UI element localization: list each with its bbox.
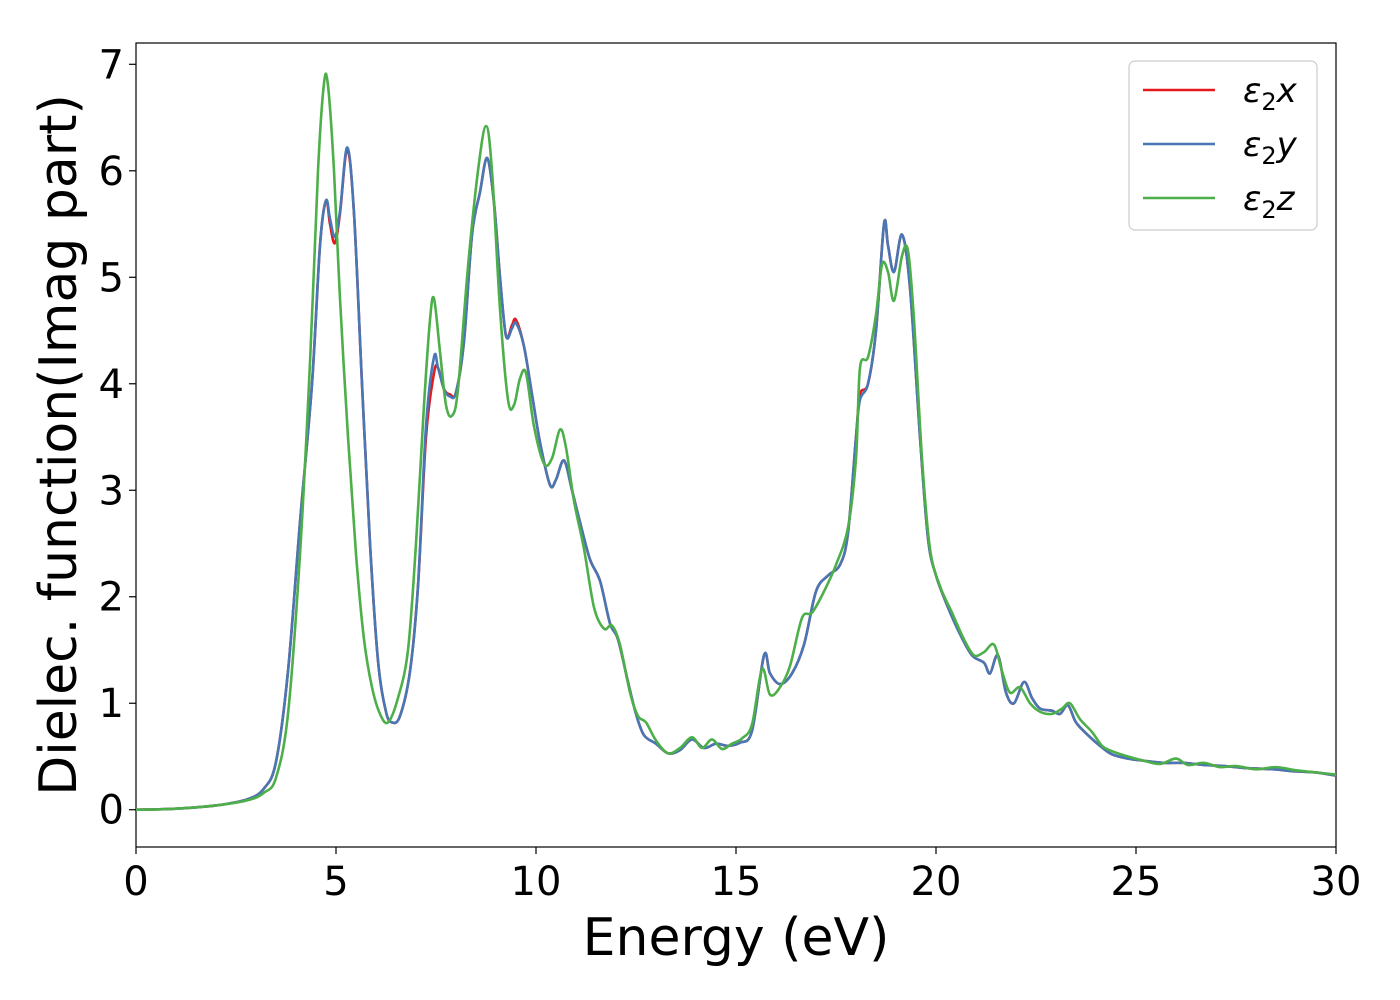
y-tick-label: 6 <box>99 149 124 195</box>
x-tick-label: 30 <box>1311 859 1362 905</box>
y-tick-label: 3 <box>99 468 124 514</box>
legend-label-x: ε2x <box>1243 71 1298 116</box>
x-tick-label: 25 <box>1111 859 1162 905</box>
series-layer <box>136 72 1336 812</box>
legend-label-y: ε2y <box>1243 125 1298 170</box>
x-axis: 0 5 10 15 20 25 30 <box>123 847 1361 905</box>
legend: ε2x ε2y ε2z <box>1128 60 1318 231</box>
x-tick-label: 20 <box>911 859 962 905</box>
x-tick-label: 10 <box>511 859 562 905</box>
y-tick-label: 7 <box>99 42 124 88</box>
legend-label-z: ε2z <box>1243 179 1296 224</box>
x-tick-label: 5 <box>323 859 348 905</box>
y-axis-label: Dielec. function(Imag part) <box>29 94 89 796</box>
legend-box <box>1128 60 1318 231</box>
y-tick-label: 4 <box>99 362 124 408</box>
series-line-z <box>136 72 1336 812</box>
y-tick-label: 5 <box>99 255 124 301</box>
y-tick-label: 0 <box>99 788 124 834</box>
y-axis: 0 1 2 3 4 5 6 7 <box>99 42 136 834</box>
y-tick-label: 1 <box>99 681 124 727</box>
x-tick-label: 15 <box>711 859 762 905</box>
y-tick-label: 2 <box>99 575 124 621</box>
x-tick-label: 0 <box>123 859 148 905</box>
x-axis-label: Energy (eV) <box>583 908 890 968</box>
